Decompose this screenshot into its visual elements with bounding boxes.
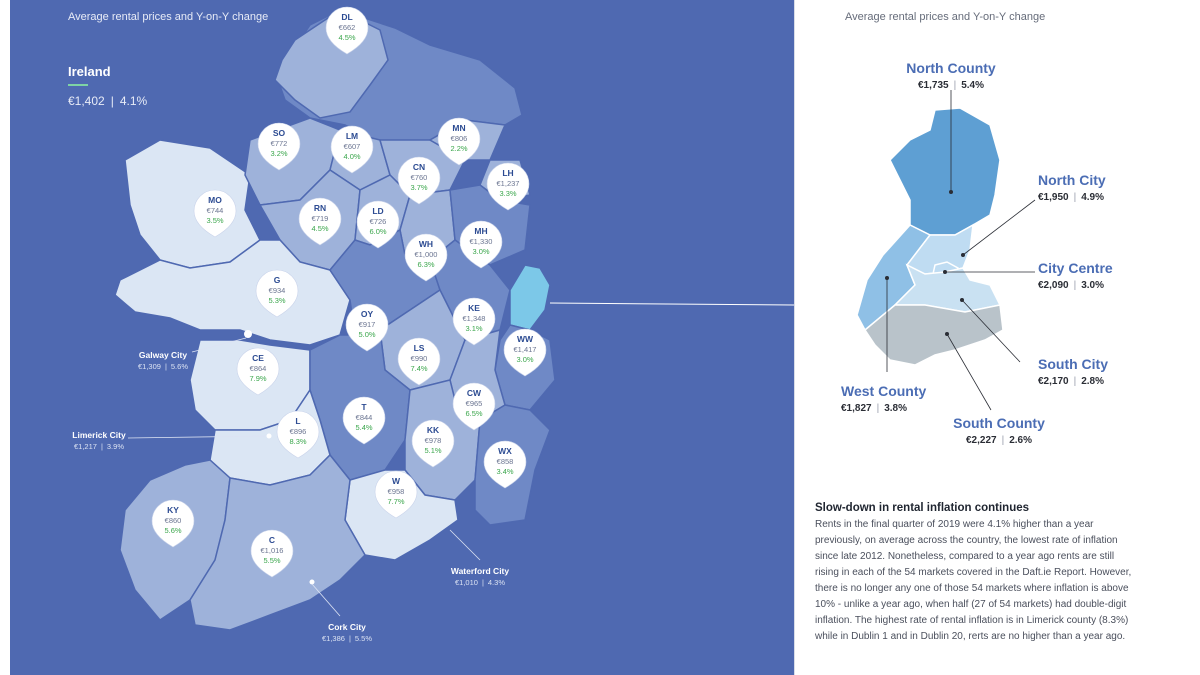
dot-south-county bbox=[945, 332, 949, 336]
area-south-county bbox=[864, 304, 1004, 366]
article-body: Rents in the final quarter of 2019 were … bbox=[815, 519, 1132, 642]
city-label-galway: Galway City €1,309 | 5.6% bbox=[137, 350, 188, 371]
country-change: 4.1% bbox=[119, 94, 148, 108]
label-north-city: North City €1,950 | 4.9% bbox=[1038, 172, 1106, 203]
county-pin: MH €1,330 3.0% bbox=[469, 226, 493, 256]
dublin-panel-title: Average rental prices and Y-on-Y change bbox=[845, 11, 1046, 23]
county-mo bbox=[124, 139, 261, 269]
county-g bbox=[114, 239, 351, 346]
country-price: €1,402 bbox=[68, 94, 105, 108]
dublin-panel: Average rental prices and Y-on-Y change … bbox=[794, 0, 1200, 675]
county-pin: CW €965 6.5% bbox=[465, 388, 483, 418]
county-pin: L €896 8.3% bbox=[289, 416, 307, 446]
county-pin: SO €772 3.2% bbox=[270, 128, 288, 158]
county-pin: T €844 5.4% bbox=[355, 402, 373, 432]
county-dublin bbox=[509, 264, 551, 331]
country-underline bbox=[68, 84, 88, 86]
county-pin: LD €726 6.0% bbox=[369, 206, 387, 236]
county-pin: G €934 5.3% bbox=[268, 275, 286, 305]
county-pin: MN €806 2.2% bbox=[450, 123, 468, 153]
label-west-county: West County €1,827 | 3.8% bbox=[841, 383, 927, 414]
area-south-city bbox=[893, 263, 1002, 313]
county-pin: WX €858 3.4% bbox=[496, 446, 514, 476]
city-label-cork: Cork City €1,386 | 5.5% bbox=[321, 622, 372, 643]
ireland-map-panel: Average rental prices and Y-on-Y change … bbox=[10, 0, 794, 675]
dot-north-city bbox=[961, 253, 965, 257]
county-pin: CN €760 3.7% bbox=[410, 162, 428, 192]
county-pin: MO €744 3.5% bbox=[206, 195, 224, 225]
area-north-county bbox=[889, 107, 1001, 236]
label-south-city: South City €2,170 | 2.8% bbox=[1038, 356, 1108, 387]
dot-south-city bbox=[960, 298, 964, 302]
label-south-county: South County €2,227 | 2.6% bbox=[953, 415, 1045, 446]
county-pin: WW €1,417 3.0% bbox=[513, 334, 537, 364]
label-city-centre: City Centre €2,090 | 3.0% bbox=[1038, 260, 1113, 291]
county-pin: C €1,016 5.5% bbox=[260, 535, 284, 565]
county-pin: LH €1,237 3.3% bbox=[496, 168, 520, 198]
dot-city-centre bbox=[943, 270, 947, 274]
leader-south-county bbox=[946, 333, 992, 411]
city-label-limerick: Limerick City €1,217 | 3.9% bbox=[72, 430, 126, 451]
leader-north-city bbox=[962, 199, 1036, 256]
map-title: Average rental prices and Y-on-Y change bbox=[68, 11, 269, 23]
article-title: Slow-down in rental inflation continues bbox=[815, 502, 1030, 514]
county-pin: DL €662 4.5% bbox=[338, 12, 356, 42]
county-pin: KE €1,348 3.1% bbox=[462, 303, 486, 333]
county-pin: RN €719 4.5% bbox=[311, 203, 329, 233]
county-pin: LS €990 7.4% bbox=[410, 343, 428, 373]
dublin-map bbox=[856, 90, 1036, 411]
county-pin: OY €917 5.0% bbox=[358, 309, 376, 339]
dot-north-county bbox=[949, 190, 953, 194]
county-pin: LM €607 4.0% bbox=[343, 131, 361, 161]
county-pin: CE €864 7.9% bbox=[249, 353, 267, 383]
separator: | bbox=[110, 94, 114, 108]
country-values: €1,402 | 4.1% bbox=[68, 94, 147, 108]
county-pin: WH €1,000 6.3% bbox=[414, 239, 438, 269]
country-name: Ireland bbox=[68, 64, 111, 79]
county-pin: W €958 7.7% bbox=[387, 476, 405, 506]
county-pin: KY €860 5.6% bbox=[164, 505, 182, 535]
county-pin: KK €978 5.1% bbox=[424, 425, 442, 455]
label-north-county: North County €1,735 | 5.4% bbox=[906, 60, 996, 91]
city-label-waterford: Waterford City €1,010 | 4.3% bbox=[450, 566, 510, 587]
dot-west-county bbox=[885, 276, 889, 280]
leader-south-city bbox=[961, 299, 1021, 363]
